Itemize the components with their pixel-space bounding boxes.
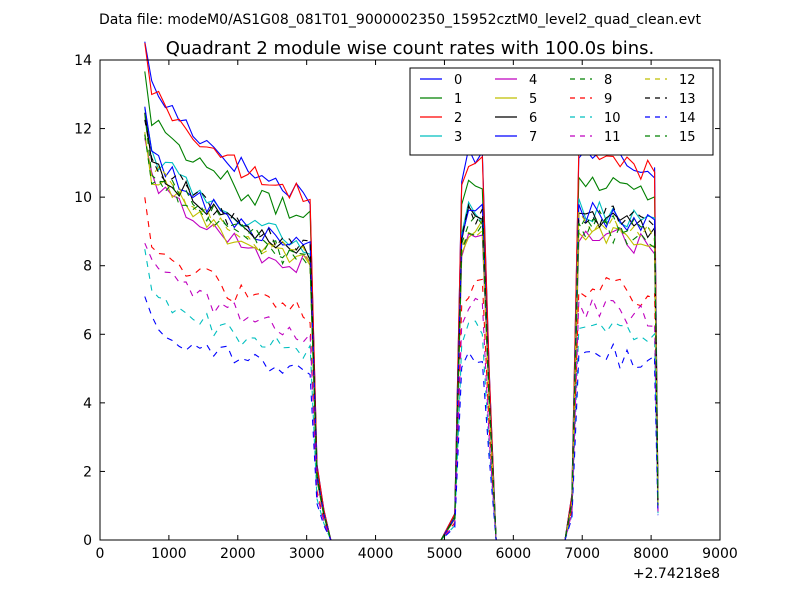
plot-frame [99, 59, 721, 541]
y-tick-label: 4 [83, 396, 92, 412]
x-tick-label: 0 [96, 546, 105, 562]
x-tick-label: 7000 [564, 546, 600, 562]
legend-label: 13 [679, 92, 696, 107]
x-tick-label: 3000 [289, 546, 325, 562]
series-line-11 [144, 242, 659, 541]
legend-label: 1 [454, 92, 462, 107]
series-line-10 [144, 249, 659, 541]
legend-label: 11 [604, 130, 621, 145]
legend-label: 4 [529, 73, 537, 88]
series-line-15 [144, 134, 659, 541]
series-line-5 [144, 132, 659, 541]
x-tick-label: 4000 [358, 546, 394, 562]
y-tick-label: 6 [83, 327, 92, 343]
file-label: Data file: modeM0/AS1G08_081T01_90000023… [99, 12, 701, 28]
legend-label: 10 [604, 111, 621, 126]
x-tick-label: 9000 [702, 546, 738, 562]
legend-label: 3 [454, 130, 462, 145]
legend-label: 7 [529, 130, 537, 145]
legend-label: 15 [679, 130, 696, 145]
x-tick-label: 5000 [427, 546, 463, 562]
x-tick-label: 1000 [151, 546, 187, 562]
series-line-13 [144, 119, 659, 541]
series-line-7 [144, 106, 659, 541]
series-line-8 [144, 114, 659, 541]
series-line-9 [144, 197, 659, 541]
series-line-14 [144, 296, 659, 541]
legend-label: 6 [529, 111, 537, 126]
x-tick-label: 2000 [220, 546, 256, 562]
x-tick-label: 6000 [496, 546, 532, 562]
x-axis: 0 1000 2000 3000 4000 5000 6000 7000 8000 9000 [96, 60, 738, 562]
legend-label: 12 [679, 73, 696, 88]
x-tick-label: 8000 [633, 546, 669, 562]
series-line-12 [144, 134, 659, 541]
y-tick-label: 0 [83, 533, 92, 549]
legend-label: 14 [679, 111, 696, 126]
legend-label: 5 [529, 92, 537, 107]
legend-label: 0 [454, 73, 462, 88]
legend-label: 2 [454, 111, 462, 126]
y-tick-label: 8 [83, 259, 92, 275]
y-tick-label: 14 [74, 53, 92, 69]
legend-label: 8 [604, 73, 612, 88]
y-tick-label: 12 [74, 122, 92, 138]
y-tick-label: 2 [83, 464, 92, 480]
x-offset-label: +2.74218e8 [633, 566, 720, 582]
y-tick-label: 10 [74, 190, 92, 206]
legend-label: 9 [604, 92, 612, 107]
chart-title: Quadrant 2 module wise count rates with … [166, 38, 655, 59]
legend-box [409, 67, 714, 156]
series-line-4 [144, 137, 659, 541]
